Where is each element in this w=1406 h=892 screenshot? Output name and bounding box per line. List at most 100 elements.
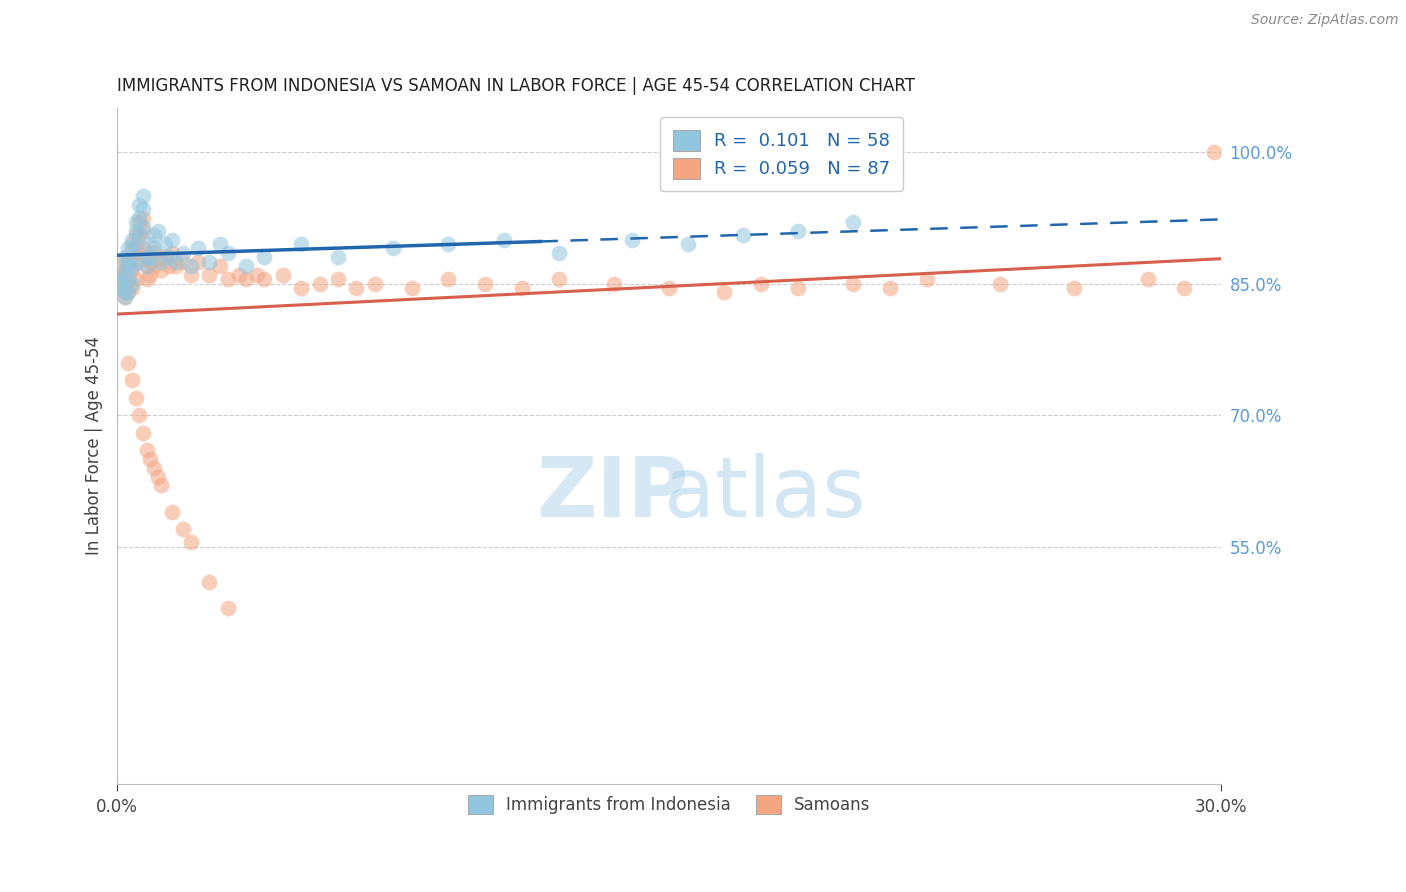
Point [110, 268, 132, 282]
Point [162, 233, 184, 247]
Point [150, 478, 173, 492]
Point [235, 272, 257, 286]
Legend: Immigrants from Indonesia, Samoans: Immigrants from Indonesia, Samoans [460, 787, 879, 822]
Point [143, 259, 166, 273]
Point [110, 272, 132, 286]
Point [114, 250, 136, 264]
Point [121, 233, 143, 247]
Point [217, 601, 239, 615]
Point [787, 281, 810, 295]
Point [172, 246, 194, 260]
Point [114, 285, 136, 300]
Point [842, 277, 865, 291]
Point [114, 290, 136, 304]
Point [124, 237, 146, 252]
Point [749, 277, 772, 291]
Point [132, 202, 155, 216]
Point [128, 228, 150, 243]
Point [1136, 272, 1159, 286]
Point [474, 277, 496, 291]
Point [117, 254, 139, 268]
Point [117, 355, 139, 369]
Point [135, 259, 157, 273]
Point [124, 242, 146, 256]
Point [132, 189, 155, 203]
Point [510, 281, 533, 295]
Point [162, 246, 184, 260]
Point [915, 272, 938, 286]
Point [135, 259, 157, 273]
Point [121, 281, 143, 295]
Point [146, 469, 169, 483]
Point [217, 272, 239, 286]
Point [187, 242, 209, 256]
Point [117, 272, 139, 286]
Point [271, 268, 294, 282]
Point [143, 246, 166, 260]
Point [121, 263, 143, 277]
Point [124, 224, 146, 238]
Point [157, 250, 180, 264]
Point [114, 290, 136, 304]
Point [124, 254, 146, 268]
Point [146, 224, 169, 238]
Point [114, 272, 136, 286]
Point [290, 281, 312, 295]
Point [139, 237, 162, 252]
Point [117, 272, 139, 286]
Point [842, 215, 865, 229]
Point [364, 277, 387, 291]
Point [146, 250, 169, 264]
Point [162, 505, 184, 519]
Point [228, 268, 250, 282]
Point [198, 268, 221, 282]
Point [217, 246, 239, 260]
Text: atlas: atlas [664, 453, 866, 533]
Point [492, 233, 515, 247]
Point [326, 250, 349, 264]
Point [209, 259, 232, 273]
Point [1173, 281, 1195, 295]
Point [990, 277, 1012, 291]
Point [153, 237, 176, 252]
Point [344, 281, 367, 295]
Point [253, 272, 276, 286]
Point [401, 281, 423, 295]
Point [121, 242, 143, 256]
Point [117, 259, 139, 273]
Point [180, 259, 202, 273]
Point [128, 215, 150, 229]
Point [117, 250, 139, 264]
Point [547, 272, 569, 286]
Point [128, 211, 150, 225]
Text: Source: ZipAtlas.com: Source: ZipAtlas.com [1251, 13, 1399, 28]
Point [139, 268, 162, 282]
Point [124, 272, 146, 286]
Point [143, 242, 166, 256]
Point [114, 263, 136, 277]
Point [124, 254, 146, 268]
Point [139, 250, 162, 264]
Point [603, 277, 626, 291]
Point [209, 237, 232, 252]
Point [117, 285, 139, 300]
Y-axis label: In Labor Force | Age 45-54: In Labor Force | Age 45-54 [86, 336, 103, 556]
Point [290, 237, 312, 252]
Point [114, 268, 136, 282]
Point [124, 391, 146, 405]
Point [121, 373, 143, 387]
Point [110, 281, 132, 295]
Point [117, 242, 139, 256]
Point [121, 237, 143, 252]
Point [124, 215, 146, 229]
Point [143, 461, 166, 475]
Point [235, 259, 257, 273]
Point [128, 246, 150, 260]
Point [132, 219, 155, 234]
Point [132, 211, 155, 225]
Point [128, 408, 150, 422]
Point [150, 254, 173, 268]
Point [731, 228, 754, 243]
Point [326, 272, 349, 286]
Point [132, 224, 155, 238]
